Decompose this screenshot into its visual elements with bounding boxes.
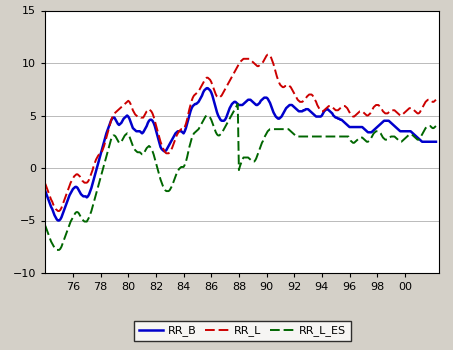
RR_B xyxy=(43,189,48,193)
Legend: RR_B, RR_L, RR_L_ES: RR_B, RR_L, RR_L_ES xyxy=(134,321,351,341)
RR_L_ES xyxy=(281,127,287,131)
RR_L xyxy=(43,182,48,186)
RR_B xyxy=(281,110,287,114)
RR_B xyxy=(385,119,390,123)
RR_L xyxy=(385,111,390,116)
RR_L xyxy=(100,147,106,151)
RR_B xyxy=(357,125,362,129)
RR_B xyxy=(100,144,106,148)
RR_L_ES xyxy=(385,138,390,142)
RR_L_ES xyxy=(357,135,362,140)
RR_L xyxy=(433,98,439,102)
RR_L_ES xyxy=(235,102,241,106)
RR_L_ES xyxy=(100,167,106,171)
RR_L xyxy=(365,113,371,118)
RR_L xyxy=(357,109,362,113)
RR_L_ES xyxy=(365,140,371,144)
RR_L_ES xyxy=(433,124,439,128)
RR_B xyxy=(204,86,209,90)
RR_L_ES xyxy=(43,224,48,228)
RR_B xyxy=(55,218,61,223)
RR_L_ES xyxy=(114,136,120,141)
RR_B xyxy=(365,130,371,134)
Line: RR_L: RR_L xyxy=(45,55,436,211)
RR_B xyxy=(114,120,120,124)
RR_B xyxy=(433,140,439,144)
Line: RR_L_ES: RR_L_ES xyxy=(45,104,436,250)
RR_L_ES xyxy=(54,248,59,252)
RR_L xyxy=(265,52,270,57)
RR_L xyxy=(55,209,61,213)
RR_L xyxy=(114,109,120,113)
RR_L xyxy=(281,85,287,89)
Line: RR_B: RR_B xyxy=(45,88,436,220)
